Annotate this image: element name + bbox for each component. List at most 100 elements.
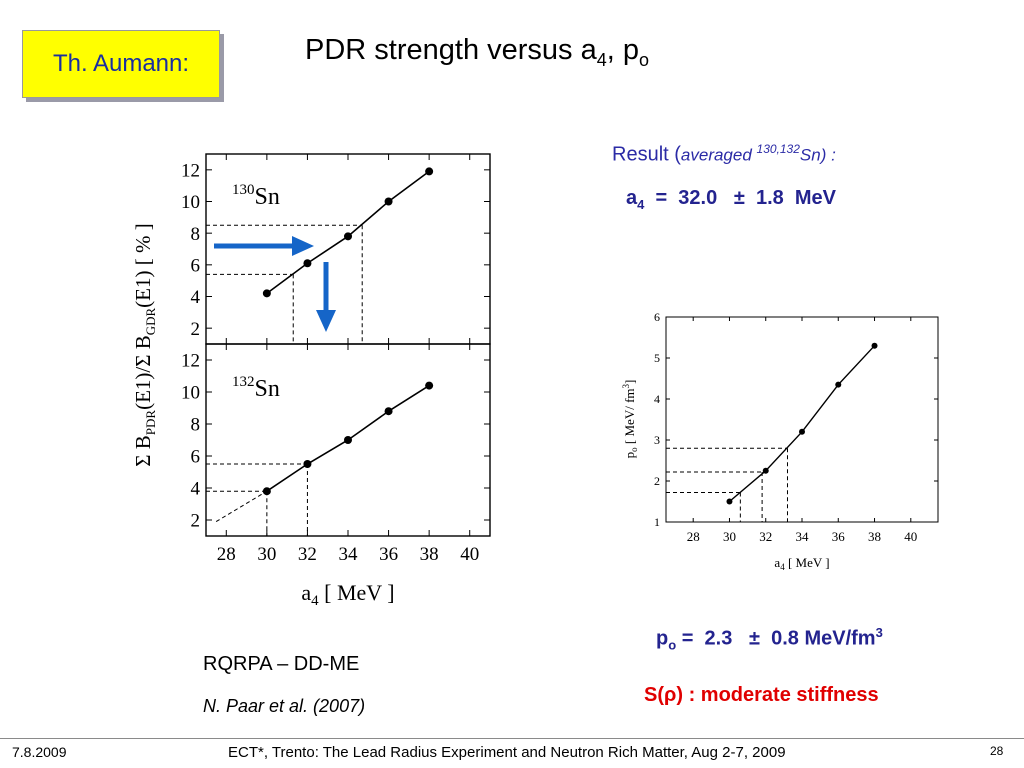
a4-sub: 4 [637, 197, 645, 212]
x-axis-label: a4 [ MeV ] [301, 580, 394, 609]
panel-label-130-tail: Sn [255, 184, 280, 210]
data-point-0-0 [262, 289, 271, 298]
x-tick-label-1: 30 [257, 544, 276, 565]
data-point-2-0 [726, 498, 733, 505]
footer-conference: ECT*, Trento: The Lead Radius Experiment… [228, 744, 786, 761]
data-point-2-1 [762, 467, 769, 474]
stiffness-statement: S(ρ) : moderate stiffness [644, 684, 879, 706]
right-y-axis-label-tail: [ MeV/ fm [622, 388, 637, 447]
title-sub-4: 4 [596, 49, 607, 70]
y-tick-label-2-0: 1 [654, 515, 660, 529]
x-tick-label-0: 28 [217, 544, 236, 565]
po-result: po = 2.3 ± 0.8 MeV/fm3 [656, 625, 883, 653]
result-sup: 130,132 [756, 142, 800, 156]
y-axis-label-sub-gdr: GDR [143, 308, 158, 336]
y-tick-label-2-5: 6 [654, 310, 660, 324]
y-tick-label-0-0: 2 [191, 319, 201, 340]
y-tick-label-0-1: 4 [191, 287, 201, 308]
extrapolation-line [215, 490, 268, 523]
right-y-axis-label: po [ MeV/ fm3] [621, 380, 639, 459]
footer-page-number: 28 [990, 744, 1004, 758]
series-line-2 [729, 345, 876, 503]
x-tick-label-5: 38 [420, 544, 439, 565]
a4-label: a [626, 187, 638, 209]
right-x-tick-label-4: 36 [832, 529, 846, 544]
footer-date: 7.8.2009 [12, 744, 67, 760]
a4-result: a4 = 32.0 ± 1.8 MeV [626, 187, 836, 212]
panel-label-132sn: 132Sn [232, 374, 280, 402]
right-x-tick-label-1: 30 [723, 529, 736, 544]
footer-rule [0, 738, 1024, 739]
right-y-axis-label-end: ] [622, 380, 637, 384]
data-point-1-2 [344, 436, 352, 444]
horizontal-arrow-head [292, 236, 314, 256]
data-point-2-2 [799, 428, 805, 435]
title-mid: , p [606, 34, 639, 66]
result-italic: averaged [680, 145, 757, 165]
x-axis-label-tail: [ MeV ] [319, 580, 395, 605]
result-prefix: Result ( [612, 143, 681, 166]
x-axis-label-sub: 4 [311, 593, 319, 609]
author-box: Th. Aumann: [22, 30, 220, 98]
y-tick-label-0-3: 8 [191, 224, 201, 245]
right-x-tick-label-2: 32 [759, 529, 772, 544]
x-tick-label-3: 34 [339, 544, 359, 565]
right-x-tick-label-6: 40 [904, 529, 917, 544]
author-label: Th. Aumann: [52, 50, 190, 77]
right-y-axis-label-sup: 3 [621, 383, 631, 388]
right-x-tick-label-3: 34 [796, 529, 810, 544]
data-point-2-3 [835, 381, 842, 388]
right-x-tick-label-5: 38 [868, 529, 881, 544]
panel-label-130sn: 130Sn [232, 182, 280, 210]
y-tick-label-0-4: 10 [181, 192, 200, 213]
y-tick-label-0-2: 6 [191, 255, 201, 276]
a4-value: = 32.0 ± 1.8 MeV [644, 187, 836, 209]
po-sup: 3 [875, 625, 883, 640]
po-label: p [656, 627, 669, 650]
right-x-axis-label-tail: [ MeV ] [785, 555, 830, 570]
x-tick-label-4: 36 [379, 544, 398, 565]
panel-frame-2 [665, 316, 939, 523]
y-tick-label-1-1: 4 [191, 479, 201, 500]
y-tick-label-2-3: 4 [654, 392, 660, 406]
y-tick-label-2-1: 2 [654, 474, 660, 488]
data-point-1-4 [425, 381, 434, 390]
panel-label-132-sup: 132 [232, 374, 255, 390]
right-x-axis-label-main: a [774, 555, 780, 570]
model-label: RQRPA – DD-ME [203, 653, 360, 675]
right-y-axis-label-main: p [622, 452, 637, 459]
y-tick-label-1-5: 12 [181, 351, 200, 372]
right-x-axis-label-sub: 4 [780, 562, 785, 572]
right-x-tick-label-0: 28 [687, 529, 700, 544]
x-tick-label-2: 32 [298, 544, 317, 565]
x-axis-label-main: a [301, 580, 311, 605]
po-sub: o [668, 637, 677, 653]
panel-label-132-tail: Sn [255, 376, 280, 402]
y-tick-label-2-4: 5 [654, 351, 660, 365]
right-x-axis-label: a4 [ MeV ] [774, 555, 829, 572]
y-tick-label-1-2: 6 [191, 447, 201, 468]
title-main: PDR strength versus a [305, 34, 597, 66]
result-tail: Sn) : [799, 145, 836, 165]
panel-label-130-sup: 130 [232, 182, 255, 198]
data-point-1-1 [303, 460, 312, 468]
data-point-1-3 [384, 407, 393, 416]
slide-title: PDR strength versus a4, po [305, 34, 649, 71]
data-point-0-2 [344, 232, 352, 241]
y-tick-label-1-3: 8 [191, 415, 201, 436]
vertical-arrow-head [316, 310, 336, 332]
title-sub-o: o [639, 49, 650, 70]
data-point-0-1 [303, 259, 312, 268]
y-axis-label-sub-pdr: PDR [143, 410, 158, 436]
y-tick-label-1-4: 10 [181, 383, 200, 404]
y-axis-label-tail: (E1) [ % ] [131, 223, 155, 308]
reference-label: N. Paar et al. (2007) [203, 696, 366, 716]
data-point-2-4 [871, 342, 878, 349]
y-axis-label: Σ BPDR(E1)/Σ BGDR(E1) [ % ] [131, 223, 158, 466]
y-axis-label-mid: (E1)/Σ B [131, 335, 155, 410]
x-tick-label-6: 40 [460, 544, 479, 565]
y-tick-label-1-0: 2 [191, 511, 201, 532]
result-heading: Result (averaged 130,132Sn) : [612, 142, 836, 167]
